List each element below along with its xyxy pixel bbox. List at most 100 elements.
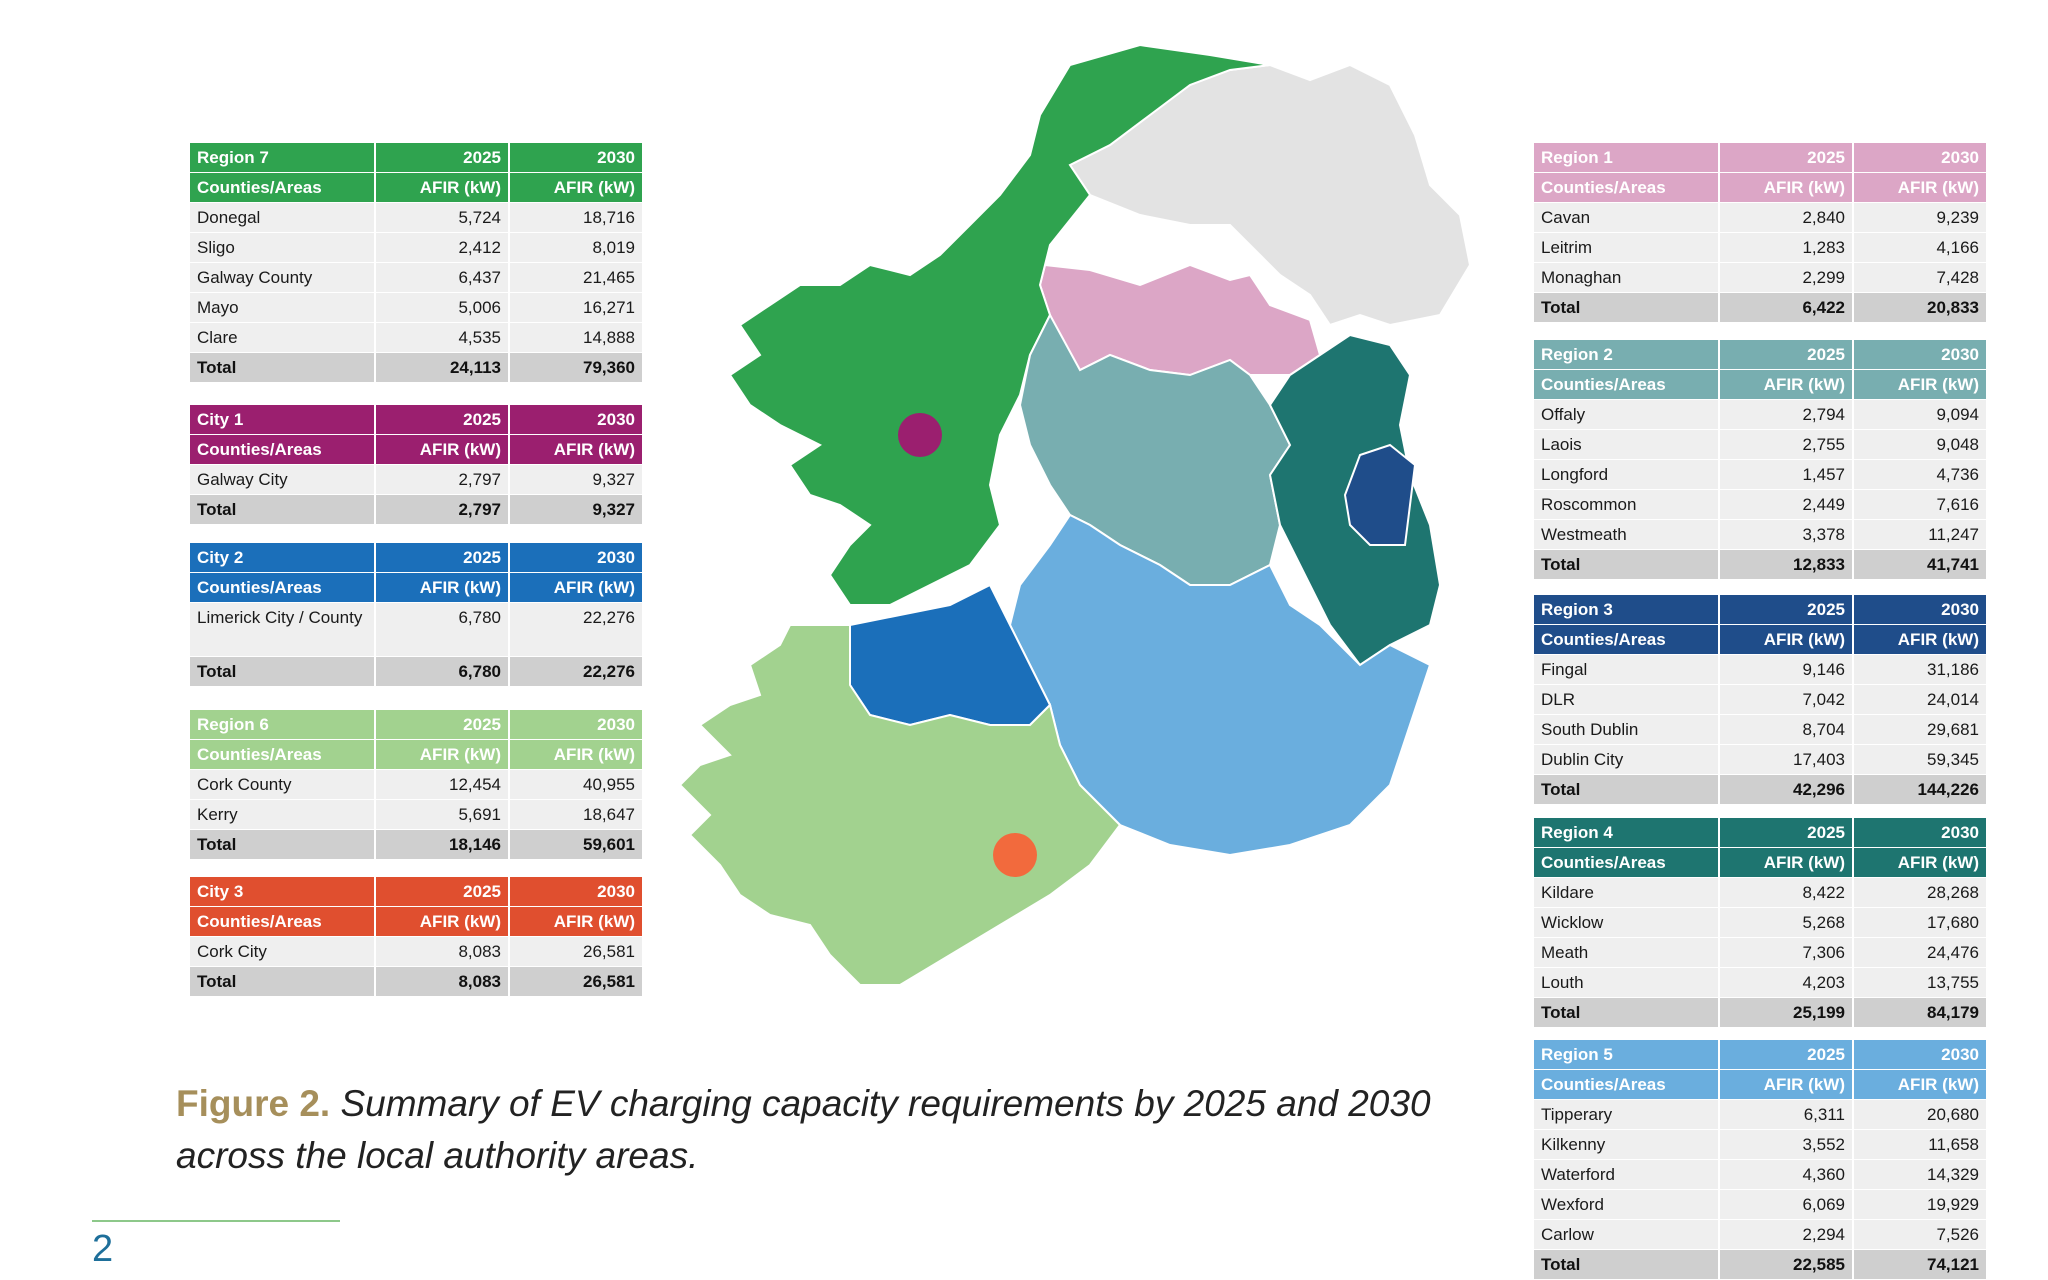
area-name: Limerick City / County [190, 603, 374, 656]
area-name: Fingal [1534, 655, 1718, 684]
table-header-row: Region 4 2025 2030 [1534, 818, 1986, 848]
area-name: Kildare [1534, 878, 1718, 907]
year-2030-header: 2030 [510, 405, 642, 434]
value-2030: 7,616 [1854, 490, 1986, 519]
total-label: Total [1534, 998, 1718, 1027]
city1-marker [898, 413, 942, 457]
subheader-cell: AFIR (kW) [376, 740, 508, 769]
value-2025: 5,268 [1720, 908, 1852, 937]
year-2030-header: 2030 [510, 143, 642, 172]
subheader-cell: Counties/Areas [190, 740, 374, 769]
area-name: Dublin City [1534, 745, 1718, 774]
total-2030: 79,360 [510, 353, 642, 382]
subheader-cell: AFIR (kW) [510, 740, 642, 769]
value-2025: 1,457 [1720, 460, 1852, 489]
value-2030: 7,428 [1854, 263, 1986, 292]
table-title: Region 6 [190, 710, 374, 739]
value-2025: 6,311 [1720, 1100, 1852, 1129]
value-2025: 6,069 [1720, 1190, 1852, 1219]
value-2025: 2,449 [1720, 490, 1852, 519]
area-name: Kerry [190, 800, 374, 829]
total-2025: 18,146 [376, 830, 508, 859]
figure-caption-text: Summary of EV charging capacity requirem… [176, 1083, 1431, 1176]
table-subheader-row: Counties/Areas AFIR (kW) AFIR (kW) [1534, 173, 1986, 203]
value-2030: 17,680 [1854, 908, 1986, 937]
table-row: Donegal 5,724 18,716 [190, 203, 642, 233]
subheader-cell: AFIR (kW) [376, 435, 508, 464]
total-2030: 22,276 [510, 657, 642, 686]
total-2025: 42,296 [1720, 775, 1852, 804]
table-header-row: City 2 2025 2030 [190, 543, 642, 573]
year-2025-header: 2025 [376, 710, 508, 739]
total-2030: 59,601 [510, 830, 642, 859]
value-2025: 7,306 [1720, 938, 1852, 967]
year-2025-header: 2025 [1720, 143, 1852, 172]
subheader-cell: Counties/Areas [190, 435, 374, 464]
value-2025: 4,535 [376, 323, 508, 352]
value-2025: 2,797 [376, 465, 508, 494]
value-2025: 2,299 [1720, 263, 1852, 292]
map-area-region6 [678, 624, 1122, 986]
area-name: Wicklow [1534, 908, 1718, 937]
area-name: Carlow [1534, 1220, 1718, 1249]
table-row: South Dublin 8,704 29,681 [1534, 715, 1986, 745]
value-2025: 3,552 [1720, 1130, 1852, 1159]
year-2025-header: 2025 [376, 543, 508, 572]
table-region5: Region 5 2025 2030 Counties/Areas AFIR (kW) A… [1534, 1040, 1986, 1280]
table-subheader-row: Counties/Areas AFIR (kW) AFIR (kW) [190, 740, 642, 770]
figure-caption: Figure 2. Summary of EV charging capacit… [176, 1078, 1476, 1182]
total-2025: 12,833 [1720, 550, 1852, 579]
table-title: Region 7 [190, 143, 374, 172]
year-2030-header: 2030 [1854, 1040, 1986, 1069]
table-row: Wicklow 5,268 17,680 [1534, 908, 1986, 938]
table-row: Cavan 2,840 9,239 [1534, 203, 1986, 233]
area-name: Waterford [1534, 1160, 1718, 1189]
city3-marker [993, 833, 1037, 877]
year-2025-header: 2025 [376, 877, 508, 906]
year-2030-header: 2030 [1854, 818, 1986, 847]
table-header-row: Region 7 2025 2030 [190, 143, 642, 173]
value-2030: 9,327 [510, 465, 642, 494]
value-2030: 59,345 [1854, 745, 1986, 774]
subheader-cell: AFIR (kW) [1854, 370, 1986, 399]
table-row: Monaghan 2,299 7,428 [1534, 263, 1986, 293]
total-label: Total [190, 967, 374, 996]
table-total-row: Total 42,296 144,226 [1534, 775, 1986, 805]
table-title: Region 3 [1534, 595, 1718, 624]
table-title: Region 1 [1534, 143, 1718, 172]
map-area-region3 [1343, 443, 1417, 546]
year-2030-header: 2030 [510, 877, 642, 906]
table-title: Region 5 [1534, 1040, 1718, 1069]
year-2025-header: 2025 [1720, 340, 1852, 369]
table-total-row: Total 24,113 79,360 [190, 353, 642, 383]
value-2030: 13,755 [1854, 968, 1986, 997]
value-2030: 19,929 [1854, 1190, 1986, 1219]
table-row: Meath 7,306 24,476 [1534, 938, 1986, 968]
total-2025: 6,422 [1720, 293, 1852, 322]
table-row: Longford 1,457 4,736 [1534, 460, 1986, 490]
area-name: Leitrim [1534, 233, 1718, 262]
value-2030: 8,019 [510, 233, 642, 262]
table-total-row: Total 6,780 22,276 [190, 657, 642, 687]
area-name: Donegal [190, 203, 374, 232]
year-2025-header: 2025 [376, 405, 508, 434]
table-row: Fingal 9,146 31,186 [1534, 655, 1986, 685]
table-row: Leitrim 1,283 4,166 [1534, 233, 1986, 263]
subheader-cell: AFIR (kW) [1720, 848, 1852, 877]
table-row: Tipperary 6,311 20,680 [1534, 1100, 1986, 1130]
subheader-cell: Counties/Areas [1534, 370, 1718, 399]
table-region3: Region 3 2025 2030 Counties/Areas AFIR (kW) A… [1534, 595, 1986, 805]
total-label: Total [190, 353, 374, 382]
table-row: Westmeath 3,378 11,247 [1534, 520, 1986, 550]
table-header-row: Region 6 2025 2030 [190, 710, 642, 740]
total-2030: 9,327 [510, 495, 642, 524]
subheader-cell: Counties/Areas [1534, 173, 1718, 202]
area-name: Meath [1534, 938, 1718, 967]
table-subheader-row: Counties/Areas AFIR (kW) AFIR (kW) [1534, 625, 1986, 655]
area-name: Cavan [1534, 203, 1718, 232]
value-2030: 9,094 [1854, 400, 1986, 429]
area-name: South Dublin [1534, 715, 1718, 744]
year-2025-header: 2025 [1720, 1040, 1852, 1069]
total-label: Total [190, 495, 374, 524]
table-row: Kilkenny 3,552 11,658 [1534, 1130, 1986, 1160]
